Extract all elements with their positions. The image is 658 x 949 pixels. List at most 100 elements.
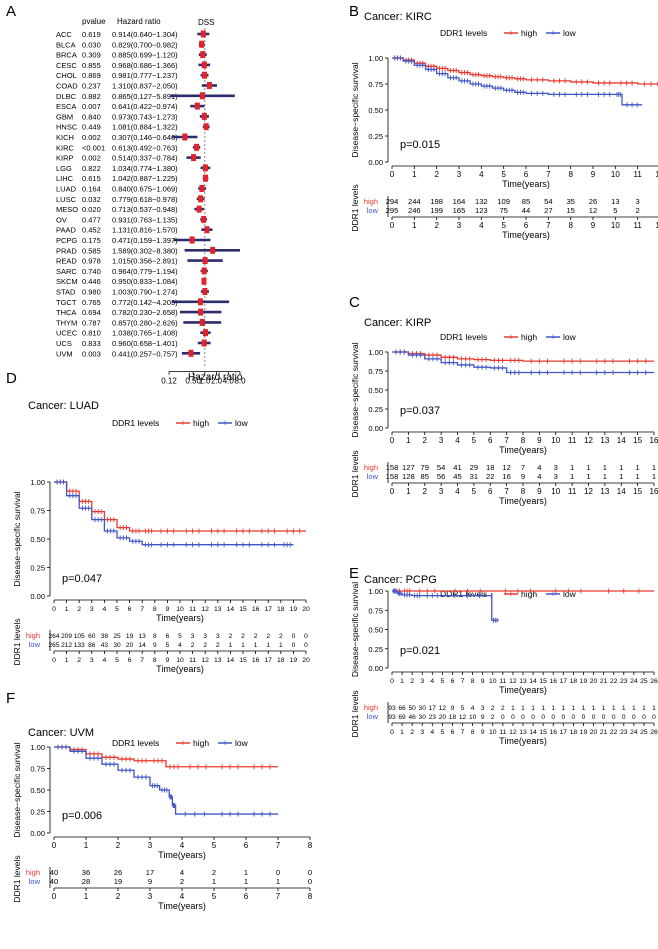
km-risk-count-low: 0 <box>292 642 296 649</box>
km-legend-title: DDR1 levels <box>440 332 487 342</box>
km-risk-count-high: 3 <box>554 463 558 472</box>
km-risk-count-low: 1 <box>636 472 640 481</box>
km-risk-count-low: 1 <box>212 877 216 886</box>
km-pvalue: p=0.037 <box>400 405 440 417</box>
forest-hr-box <box>200 51 205 58</box>
km-risk-table-label: DDR1 levels <box>350 690 360 737</box>
km-risk-count-high: 4 <box>537 463 541 472</box>
km-risk-count-high: 12 <box>439 705 447 712</box>
forest-hr-box <box>201 31 206 38</box>
km-risk-x-axis-label: Time(years) <box>156 664 204 674</box>
forest-row-pvalue: 0.003 <box>82 349 101 358</box>
km-x-tick-label: 15 <box>539 678 547 685</box>
km-risk-table-label: DDR1 levels <box>350 450 360 497</box>
forest-row-pvalue: 0.020 <box>82 205 101 214</box>
km-risk-count-low: 1 <box>586 472 590 481</box>
km-risk-tick-label: 3 <box>90 657 94 664</box>
forest-row-hr-text: 1.131(0.816−1.570) <box>112 226 178 235</box>
forest-hr-box <box>198 309 203 316</box>
km-y-tick-label: 0.25 <box>368 645 383 654</box>
forest-row-pvalue: 0.585 <box>82 246 101 255</box>
km-risk-count-high: 66 <box>398 705 406 712</box>
forest-row-cancer: SARC <box>56 267 77 276</box>
km-risk-tick-label: 8 <box>521 487 526 496</box>
km-risk-count-high: 6 <box>166 633 170 640</box>
km-risk-count-low: 18 <box>449 714 457 721</box>
forest-row-hr-text: 0.931(0.763−1.135) <box>112 215 178 224</box>
km-y-tick-label: 0.50 <box>368 106 383 115</box>
km-risk-tick-label: 16 <box>650 487 658 496</box>
km-risk-count-high: 26 <box>114 868 122 877</box>
km-risk-count-high: 60 <box>88 633 96 640</box>
km-risk-count-low: 12 <box>589 206 597 215</box>
km-x-tick-label: 20 <box>302 606 310 613</box>
km-pvalue: p=0.047 <box>62 573 102 585</box>
forest-row-cancer: SKCM <box>56 277 78 286</box>
km-risk-count-high: 9 <box>451 705 455 712</box>
km-x-tick-label: 4 <box>180 841 185 850</box>
km-risk-count-low: 5 <box>613 206 617 215</box>
km-risk-tick-label: 24 <box>630 729 638 736</box>
km-risk-tick-label: 5 <box>472 487 477 496</box>
forest-row-cancer: LIHC <box>56 174 74 183</box>
km-risk-count-high: 50 <box>408 705 416 712</box>
km-x-tick-label: 0 <box>390 678 394 685</box>
km-risk-count-high: 18 <box>486 463 494 472</box>
km-x-tick-label: 8 <box>153 606 157 613</box>
km-x-tick-label: 7 <box>140 606 144 613</box>
forest-hr-box <box>199 185 204 192</box>
km-risk-tick-label: 12 <box>584 487 593 496</box>
km-risk-count-high: 0 <box>308 868 312 877</box>
forest-row-pvalue: 0.882 <box>82 92 101 101</box>
km-x-tick-label: 18 <box>570 678 578 685</box>
forest-row-cancer: KIRC <box>56 143 75 152</box>
forest-row-cancer: CESC <box>56 61 77 70</box>
forest-row-hr-text: 0.964(0.779−1.194) <box>112 267 178 276</box>
forest-hr-box <box>202 288 207 295</box>
km-risk-tick-label: 17 <box>560 729 568 736</box>
km-x-tick-label: 7 <box>546 170 551 179</box>
km-legend-mark-low: + <box>550 332 555 342</box>
km-risk-count-low: 4 <box>537 472 541 481</box>
km-x-tick-label: 5 <box>440 678 444 685</box>
km-risk-count-high: 2 <box>279 633 283 640</box>
km-x-tick-label: 2 <box>410 678 414 685</box>
km-y-tick-label: 1.00 <box>30 743 45 752</box>
forest-row-hr-text: 0.514(0.337−0.784) <box>112 154 178 163</box>
km-y-tick-label: 0.75 <box>30 507 45 516</box>
forest-row-hr-text: 0.840(0.675−1.069) <box>112 185 178 194</box>
km-risk-count-low: 30 <box>419 714 427 721</box>
km-legend-high: high <box>521 332 537 342</box>
km-risk-tick-label: 1 <box>65 657 69 664</box>
km-risk-count-low: 43 <box>101 642 109 649</box>
forest-hr-box <box>195 103 200 110</box>
km-risk-count-high: 294 <box>386 197 399 206</box>
km-risk-count-low: 15 <box>566 206 574 215</box>
km-risk-tick-label: 10 <box>489 729 497 736</box>
km-x-tick-label: 2 <box>434 170 439 179</box>
km-risk-count-low: 2 <box>216 642 220 649</box>
km-risk-count-low: 1 <box>279 642 283 649</box>
km-x-tick-label: 6 <box>244 841 249 850</box>
km-risk-count-high: 2 <box>254 633 258 640</box>
km-risk-count-low: 246 <box>408 206 421 215</box>
forest-row-cancer: STAD <box>56 288 76 297</box>
km-x-tick-label: 9 <box>537 436 542 445</box>
km-risk-count-low: 0 <box>308 877 312 886</box>
km-x-tick-label: 8 <box>471 678 475 685</box>
km-risk-count-low: 9 <box>153 642 157 649</box>
km-y-tick-label: 0.25 <box>30 808 45 817</box>
forest-row-cancer: LUSC <box>56 195 77 204</box>
km-risk-count-low: 28 <box>82 877 90 886</box>
km-risk-count-high: 132 <box>475 197 488 206</box>
km-title: Cancer: LUAD <box>28 400 99 412</box>
km-y-tick-label: 1.00 <box>368 54 383 63</box>
km-x-tick-label: 19 <box>580 678 588 685</box>
km-risk-tick-label: 15 <box>239 657 247 664</box>
km-risk-count-low: 45 <box>453 472 461 481</box>
forest-row-cancer: MESO <box>56 205 78 214</box>
km-risk-tick-label: 14 <box>617 487 626 496</box>
km-risk-tick-label: 1 <box>84 892 89 901</box>
